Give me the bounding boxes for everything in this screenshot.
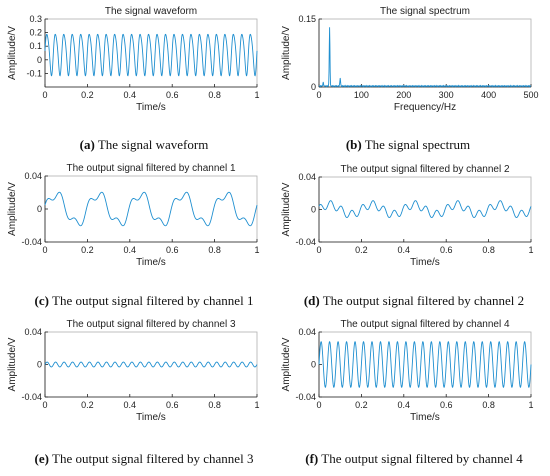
x-tick-label: 0.8 bbox=[482, 245, 495, 255]
chart-panel-1: The signal waveform 0 0.2 0.4 0.6 0.8 1 -0.1 0 0.… bbox=[7, 6, 260, 113]
x-tick-label: 0.4 bbox=[124, 400, 137, 410]
series-line bbox=[318, 27, 532, 88]
x-tick-label: 0.2 bbox=[81, 400, 94, 410]
y-tick-label: 0.3 bbox=[29, 14, 42, 24]
y-axis-label: Amplitude/V bbox=[281, 182, 292, 236]
x-tick-label: 0 bbox=[42, 90, 47, 100]
y-tick-label: 0 bbox=[37, 204, 42, 214]
x-tick-label: 0.2 bbox=[81, 245, 94, 255]
series-line bbox=[44, 361, 258, 368]
x-tick-label: 0.6 bbox=[440, 400, 453, 410]
caption-a: (a) The signal waveform bbox=[79, 137, 209, 152]
x-axis-label: Frequency/Hz bbox=[394, 102, 456, 113]
y-tick-label: 0 bbox=[311, 205, 316, 215]
y-tick-label: 0.04 bbox=[298, 172, 316, 182]
x-tick-label: 0 bbox=[42, 245, 47, 255]
x-tick-label: 1 bbox=[254, 90, 259, 100]
plot-frame bbox=[44, 175, 258, 243]
x-tick-label: 0.6 bbox=[166, 90, 179, 100]
series-line bbox=[44, 191, 258, 227]
chart-panel-3: The output signal filtered by channel 1 0… bbox=[7, 163, 260, 268]
x-tick-label: 0.6 bbox=[166, 400, 179, 410]
y-axis-label: Amplitude/V bbox=[7, 337, 18, 391]
x-tick-label: 0.6 bbox=[440, 245, 453, 255]
y-tick-label: -0.04 bbox=[21, 392, 42, 402]
chart-title: The signal waveform bbox=[105, 6, 197, 17]
x-axis-label: Time/s bbox=[410, 412, 440, 423]
y-axis-label: Amplitude/V bbox=[7, 26, 18, 80]
y-tick-label: 0.2 bbox=[29, 28, 42, 38]
x-tick-label: 0 bbox=[42, 400, 47, 410]
y-tick-label: -0.04 bbox=[295, 392, 316, 402]
x-tick-label: 0.4 bbox=[124, 90, 137, 100]
caption-c: (c) The output signal filtered by channe… bbox=[34, 293, 254, 308]
x-tick-label: 1 bbox=[254, 245, 259, 255]
x-tick-label: 0.4 bbox=[124, 245, 137, 255]
x-tick-label: 200 bbox=[396, 90, 411, 100]
y-tick-label: 0 bbox=[37, 360, 42, 370]
x-tick-label: 0.8 bbox=[208, 90, 221, 100]
plot-frame bbox=[318, 176, 532, 243]
y-tick-label: 0.04 bbox=[24, 171, 42, 181]
caption-b: (b) The signal spectrum bbox=[345, 137, 471, 152]
series-line bbox=[318, 340, 532, 389]
y-tick-label: 0 bbox=[37, 55, 42, 65]
caption-f: (f) The output signal filtered by channe… bbox=[305, 451, 523, 466]
chart-panel-5: The output signal filtered by channel 3 0… bbox=[7, 319, 260, 423]
caption-d: (d) The output signal filtered by channe… bbox=[303, 293, 525, 308]
x-tick-label: 1 bbox=[254, 400, 259, 410]
chart-title: The output signal filtered by channel 4 bbox=[341, 319, 510, 330]
x-tick-label: 300 bbox=[439, 90, 454, 100]
y-tick-label: 0 bbox=[311, 82, 316, 92]
y-tick-label: -0.04 bbox=[295, 237, 316, 247]
plot-frame bbox=[318, 18, 532, 88]
x-tick-label: 0.4 bbox=[398, 400, 411, 410]
series-line bbox=[44, 33, 258, 77]
chart-panel-6: The output signal filtered by channel 4 0… bbox=[281, 319, 534, 423]
chart-title: The output signal filtered by channel 3 bbox=[67, 319, 236, 330]
y-tick-label: 0.15 bbox=[298, 14, 316, 24]
chart-title: The output signal filtered by channel 1 bbox=[67, 163, 236, 174]
chart-panel-2: The signal spectrum 0 100 200 300 400 500 0 0.15… bbox=[281, 6, 539, 113]
x-tick-label: 0 bbox=[316, 400, 321, 410]
chart-title: The output signal filtered by channel 2 bbox=[341, 164, 510, 175]
y-tick-label: 0 bbox=[311, 360, 316, 370]
caption-e: (e) The output signal filtered by channe… bbox=[34, 451, 254, 466]
x-axis-label: Time/s bbox=[410, 257, 440, 268]
x-axis-label: Time/s bbox=[136, 257, 166, 268]
x-tick-label: 0 bbox=[316, 90, 321, 100]
x-tick-label: 0.6 bbox=[166, 245, 179, 255]
x-tick-label: 0 bbox=[316, 245, 321, 255]
y-axis-label: Amplitude/V bbox=[281, 26, 292, 80]
x-tick-label: 0.8 bbox=[208, 400, 221, 410]
y-tick-label: -0.1 bbox=[26, 68, 42, 78]
series-line bbox=[318, 200, 532, 219]
y-tick-label: 0.04 bbox=[24, 327, 42, 337]
x-tick-label: 0.2 bbox=[355, 245, 368, 255]
y-axis-label: Amplitude/V bbox=[281, 337, 292, 391]
y-tick-label: 0.04 bbox=[298, 327, 316, 337]
x-tick-label: 0.2 bbox=[81, 90, 94, 100]
y-tick-label: 0.1 bbox=[29, 41, 42, 51]
x-tick-label: 0.2 bbox=[355, 400, 368, 410]
x-tick-label: 1 bbox=[528, 245, 533, 255]
y-axis-label: Amplitude/V bbox=[7, 182, 18, 236]
x-tick-label: 100 bbox=[354, 90, 369, 100]
x-tick-label: 0.8 bbox=[208, 245, 221, 255]
x-tick-label: 0.8 bbox=[482, 400, 495, 410]
x-tick-label: 500 bbox=[523, 90, 538, 100]
x-tick-label: 400 bbox=[481, 90, 496, 100]
x-tick-label: 0.4 bbox=[398, 245, 411, 255]
x-axis-label: Time/s bbox=[136, 102, 166, 113]
x-tick-label: 1 bbox=[528, 400, 533, 410]
chart-panel-4: The output signal filtered by channel 2 0… bbox=[281, 164, 534, 268]
y-tick-label: -0.04 bbox=[21, 237, 42, 247]
x-axis-label: Time/s bbox=[136, 412, 166, 423]
chart-title: The signal spectrum bbox=[380, 6, 470, 17]
